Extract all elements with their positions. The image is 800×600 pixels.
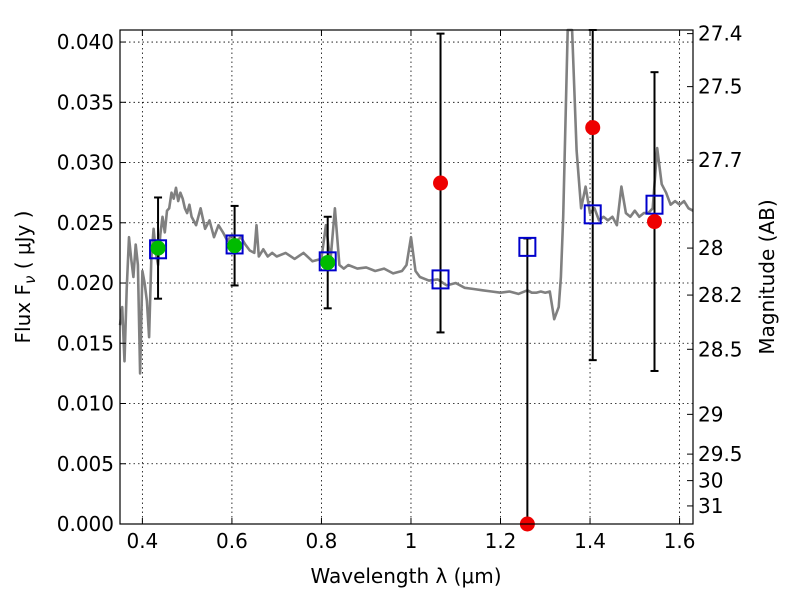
y-tick-labels: 0.000 0.005 0.010 0.015 0.020 0.025 0.030 0.035… bbox=[57, 30, 114, 536]
x-tick-label: 1.6 bbox=[664, 529, 696, 553]
x-tick-label: 0.4 bbox=[126, 529, 158, 553]
y-tick-label: 0.030 bbox=[57, 151, 114, 175]
y-tick-label: 0.020 bbox=[57, 271, 114, 295]
y-axis-title-main: Flux F bbox=[11, 284, 35, 343]
model-point bbox=[645, 194, 664, 215]
model-point bbox=[318, 251, 337, 272]
grid bbox=[120, 30, 693, 525]
y2-tick-label: 28.5 bbox=[698, 337, 743, 361]
observed-detections bbox=[150, 238, 336, 271]
y2-tick-label: 28.2 bbox=[698, 283, 743, 307]
y-tick-label: 0.040 bbox=[57, 30, 114, 54]
axis-ticks bbox=[120, 30, 693, 525]
sed-model-line bbox=[118, 28, 694, 375]
model-point bbox=[149, 239, 168, 260]
model-point bbox=[225, 234, 244, 255]
y2-tick-label: 27.5 bbox=[698, 75, 743, 99]
model-photometry-squares bbox=[149, 194, 664, 290]
y-axis-title-subscript: ν bbox=[21, 276, 39, 284]
x-tick-label: 1 bbox=[405, 529, 418, 553]
y2-tick-label: 29.5 bbox=[698, 442, 743, 466]
y2-axis-title: Magnitude (AB) bbox=[755, 199, 779, 354]
observed-nondetections bbox=[433, 120, 663, 532]
y-tick-label: 0.025 bbox=[57, 211, 114, 235]
x-tick-label: 1.2 bbox=[485, 529, 517, 553]
nondetection-point bbox=[647, 214, 663, 230]
y-axis-title-unit: ( μJy ) bbox=[11, 211, 35, 276]
y2-tick-label: 31 bbox=[698, 494, 723, 518]
nondetection-point bbox=[585, 120, 601, 136]
y-tick-label: 0.005 bbox=[57, 452, 114, 476]
x-tick-label: 0.6 bbox=[216, 529, 248, 553]
x-tick-labels: 0.4 0.6 0.8 1 1.2 1.4 1.6 bbox=[126, 529, 695, 553]
detection-point bbox=[227, 238, 243, 254]
detection-point bbox=[150, 240, 166, 256]
plot-frame bbox=[119, 29, 694, 525]
nondetection-point bbox=[433, 175, 449, 191]
y2-tick-label: 27.4 bbox=[698, 22, 743, 46]
x-axis-title: Wavelength λ (μm) bbox=[310, 564, 501, 588]
model-point bbox=[518, 236, 537, 257]
y-tick-label: 0.015 bbox=[57, 331, 114, 355]
x-tick-label: 0.8 bbox=[306, 529, 338, 553]
y2-tick-label: 29 bbox=[698, 402, 723, 426]
y-tick-label: 0.000 bbox=[57, 512, 114, 536]
y2-tick-label: 30 bbox=[698, 469, 723, 493]
model-point bbox=[583, 204, 602, 225]
y-tick-label: 0.035 bbox=[57, 90, 114, 114]
model-point bbox=[431, 269, 450, 290]
x-tick-label: 1.4 bbox=[574, 529, 606, 553]
y-axis-title: Flux Fν ( μJy ) bbox=[11, 211, 39, 344]
error-bars bbox=[154, 29, 659, 525]
y2-tick-label: 27.7 bbox=[698, 148, 743, 172]
y2-tick-label: 28 bbox=[698, 236, 723, 260]
y-tick-label: 0.010 bbox=[57, 392, 114, 416]
detection-point bbox=[320, 255, 336, 271]
sed-model-curve bbox=[118, 28, 694, 375]
